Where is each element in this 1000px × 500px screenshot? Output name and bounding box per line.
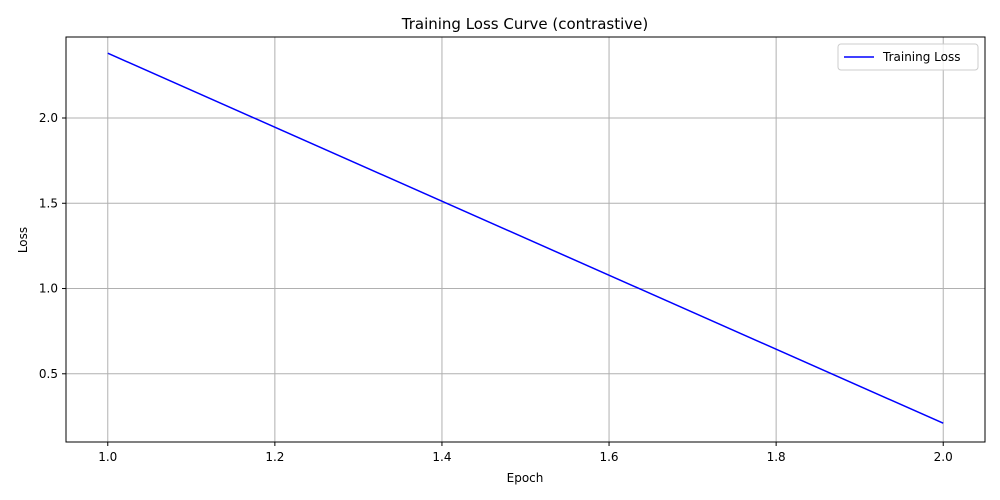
x-axis-label: Epoch — [507, 471, 544, 485]
x-tick-label: 1.8 — [767, 450, 786, 464]
x-tick-label: 1.4 — [432, 450, 451, 464]
y-tick-label: 1.0 — [39, 282, 58, 296]
y-tick-label: 2.0 — [39, 111, 58, 125]
y-axis-ticks: 0.5 1.0 1.5 2.0 — [39, 111, 66, 381]
x-tick-label: 1.0 — [98, 450, 117, 464]
y-tick-label: 0.5 — [39, 367, 58, 381]
grid — [66, 37, 985, 442]
series-layer — [107, 52, 944, 424]
legend-box — [837, 43, 979, 71]
legend: Training Loss — [837, 43, 979, 71]
x-axis-ticks: 1.0 1.2 1.4 1.6 1.8 2.0 — [98, 442, 953, 464]
x-tick-label: 1.6 — [599, 450, 618, 464]
x-tick-label: 2.0 — [934, 450, 953, 464]
legend-label: Training Loss — [882, 50, 960, 64]
y-tick-label: 1.5 — [39, 196, 58, 210]
y-axis-label: Loss — [16, 227, 30, 253]
x-tick-label: 1.2 — [265, 450, 284, 464]
plot-frame — [65, 36, 986, 443]
series-line — [107, 52, 944, 424]
chart-title: Training Loss Curve (contrastive) — [401, 15, 649, 33]
